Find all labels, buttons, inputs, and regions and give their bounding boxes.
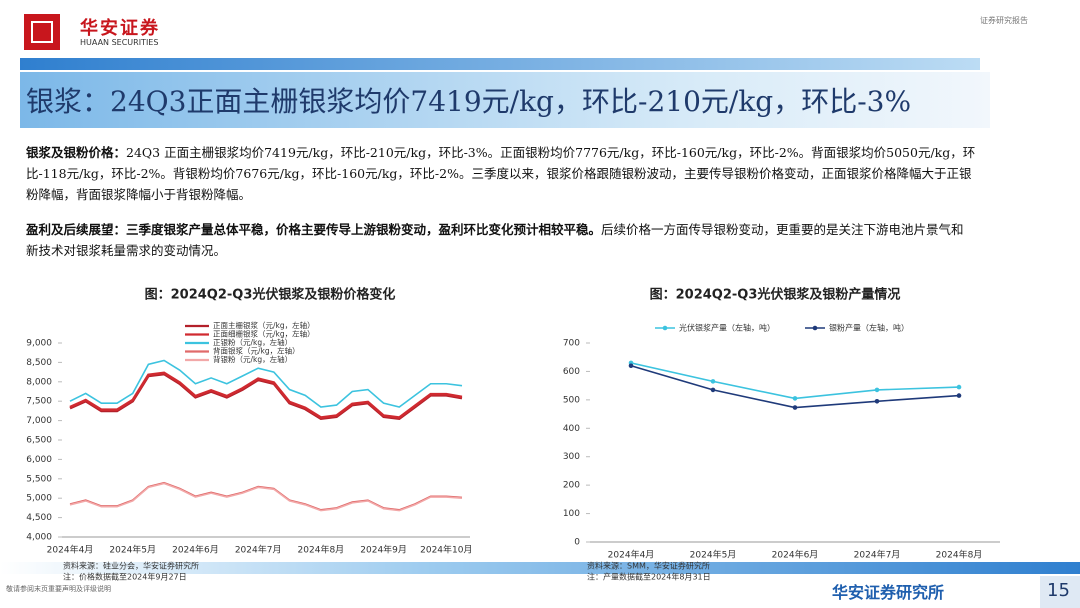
y-tick-label: 8,000: [26, 377, 52, 387]
paragraph-text: 后续价格一方面传导银粉变动，更重要的是关注下游电池片景气和新技术对银浆耗量需求的…: [26, 222, 964, 258]
y-tick-label: 8,500: [26, 358, 52, 368]
disclaimer: 敬请参阅末页重要声明及评级说明: [6, 585, 111, 593]
legend-label: 光伏银浆产量（左轴，吨）: [679, 323, 775, 333]
x-tick-label: 2024年8月: [298, 544, 345, 556]
y-tick-label: 100: [563, 509, 580, 519]
data-point: [956, 393, 962, 398]
title-band-top: [20, 58, 980, 70]
y-tick-label: 500: [563, 395, 580, 405]
data-point: [628, 363, 634, 369]
legend-label: 背面银浆（元/kg，左轴）: [213, 346, 300, 356]
legend-label: 正面主栅银浆（元/kg，左轴）: [213, 320, 315, 330]
data-point: [710, 387, 716, 393]
data-point: [956, 384, 962, 390]
title: 银浆：24Q3正面主栅银浆均价7419元/kg，环比-210元/kg，环比-3%: [26, 85, 912, 118]
footer-band: [0, 562, 1080, 574]
data-point: [874, 398, 880, 404]
title-banner: [20, 72, 990, 128]
logo-text: 华安证券: [80, 18, 160, 39]
logo-subtext: HUAAN SECURITIES: [80, 38, 159, 47]
legend-marker: [812, 325, 818, 331]
y-tick-label: 9,000: [26, 339, 52, 349]
data-point: [710, 379, 716, 384]
chart-source: 资料来源：SMM，华安证券研究所: [587, 561, 710, 571]
y-tick-label: 200: [563, 481, 580, 491]
paragraph-text: 24Q3 正面主栅银浆均价7419元/kg，环比-210元/kg，环比-3%。正…: [26, 145, 976, 202]
line-series: [630, 364, 960, 409]
y-tick-label: 0: [574, 538, 580, 548]
y-tick-label: 300: [563, 452, 580, 462]
y-tick-label: 400: [563, 424, 580, 434]
data-point: [792, 405, 798, 410]
y-tick-label: 7,000: [26, 416, 52, 426]
legend-label: 银粉产量（左轴，吨）: [829, 323, 909, 333]
line-series: [69, 359, 463, 408]
line-series: [69, 481, 463, 511]
logo-inner: [31, 21, 53, 43]
data-point: [874, 387, 880, 393]
chart-title: 图：2024Q2-Q3光伏银浆及银粉产量情况: [650, 287, 901, 303]
paragraph-lead: 盈利及后续展望：三季度银浆产量总体平稳，价格主要传导上游银粉变动，盈利环比变化预…: [26, 222, 602, 237]
body-text: 银浆及银粉价格：24Q3 正面主栅银浆均价7419元/kg，环比-210元/kg…: [26, 142, 976, 261]
y-tick-label: 700: [563, 339, 580, 349]
y-tick-label: 6,000: [26, 455, 52, 465]
x-tick-label: 2024年5月: [690, 549, 737, 561]
data-point: [792, 396, 798, 401]
x-tick-label: 2024年7月: [854, 549, 901, 561]
y-tick-label: 600: [563, 367, 580, 377]
page-number: 15: [1047, 580, 1070, 601]
x-tick-label: 2024年4月: [608, 549, 655, 561]
footer-brand: 华安证券研究所: [832, 583, 945, 602]
chart-title: 图：2024Q2-Q3光伏银浆及银粉价格变化: [145, 287, 396, 303]
line-series: [69, 371, 463, 419]
x-tick-label: 2024年10月: [420, 544, 472, 556]
legend-label: 背银粉（元/kg，左轴）: [213, 354, 292, 364]
x-tick-label: 2024年4月: [47, 544, 94, 556]
paragraph: 盈利及后续展望：三季度银浆产量总体平稳，价格主要传导上游银粉变动，盈利环比变化预…: [26, 219, 976, 261]
paragraph-lead: 银浆及银粉价格：: [26, 145, 127, 160]
line-series: [69, 482, 463, 512]
x-tick-label: 2024年7月: [235, 544, 282, 556]
report-type: 证券研究报告: [980, 16, 1028, 25]
x-tick-label: 2024年6月: [172, 544, 219, 556]
y-tick-label: 5,500: [26, 474, 52, 484]
x-tick-label: 2024年8月: [936, 549, 983, 561]
y-tick-label: 7,500: [26, 397, 52, 407]
x-tick-label: 2024年6月: [772, 549, 819, 561]
y-tick-label: 4,500: [26, 513, 52, 523]
y-tick-label: 5,000: [26, 494, 52, 504]
logo-mark: [24, 14, 60, 50]
chart-source: 资料来源：硅业分会，华安证券研究所: [63, 561, 199, 571]
x-tick-label: 2024年9月: [360, 544, 407, 556]
x-tick-label: 2024年5月: [109, 544, 156, 556]
page-number-box: [1040, 576, 1080, 608]
legend-label: 正面细栅银浆（元/kg，左轴）: [213, 329, 315, 339]
legend-label: 正银粉（元/kg，左轴）: [213, 337, 292, 347]
y-tick-label: 6,500: [26, 436, 52, 446]
chart-note: 注：价格数据截至2024年9月27日: [63, 572, 187, 582]
y-tick-label: 4,000: [26, 533, 52, 543]
chart-note: 注：产量数据截至2024年8月31日: [587, 572, 711, 582]
legend-marker: [662, 325, 668, 331]
paragraph: 银浆及银粉价格：24Q3 正面主栅银浆均价7419元/kg，环比-210元/kg…: [26, 142, 976, 205]
